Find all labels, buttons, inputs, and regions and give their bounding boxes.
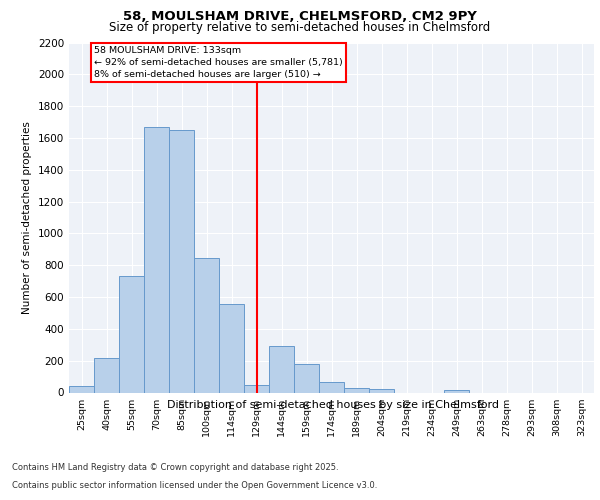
Bar <box>119 276 144 392</box>
Text: Size of property relative to semi-detached houses in Chelmsford: Size of property relative to semi-detach… <box>109 21 491 34</box>
Bar <box>319 382 344 392</box>
Bar <box>169 130 194 392</box>
Bar <box>144 127 169 392</box>
Y-axis label: Number of semi-detached properties: Number of semi-detached properties <box>22 121 32 314</box>
Text: Contains HM Land Registry data © Crown copyright and database right 2025.: Contains HM Land Registry data © Crown c… <box>12 464 338 472</box>
Bar <box>219 304 244 392</box>
Text: Distribution of semi-detached houses by size in Chelmsford: Distribution of semi-detached houses by … <box>167 400 499 410</box>
Bar <box>444 390 469 392</box>
Bar <box>269 346 294 393</box>
Bar <box>244 384 269 392</box>
Bar <box>344 388 369 392</box>
Text: Contains public sector information licensed under the Open Government Licence v3: Contains public sector information licen… <box>12 481 377 490</box>
Bar <box>294 364 319 392</box>
Bar <box>369 390 394 392</box>
Bar <box>94 358 119 392</box>
Text: 58 MOULSHAM DRIVE: 133sqm
← 92% of semi-detached houses are smaller (5,781)
8% o: 58 MOULSHAM DRIVE: 133sqm ← 92% of semi-… <box>94 46 343 79</box>
Text: 58, MOULSHAM DRIVE, CHELMSFORD, CM2 9PY: 58, MOULSHAM DRIVE, CHELMSFORD, CM2 9PY <box>123 10 477 23</box>
Bar <box>194 258 219 392</box>
Bar <box>69 386 94 392</box>
